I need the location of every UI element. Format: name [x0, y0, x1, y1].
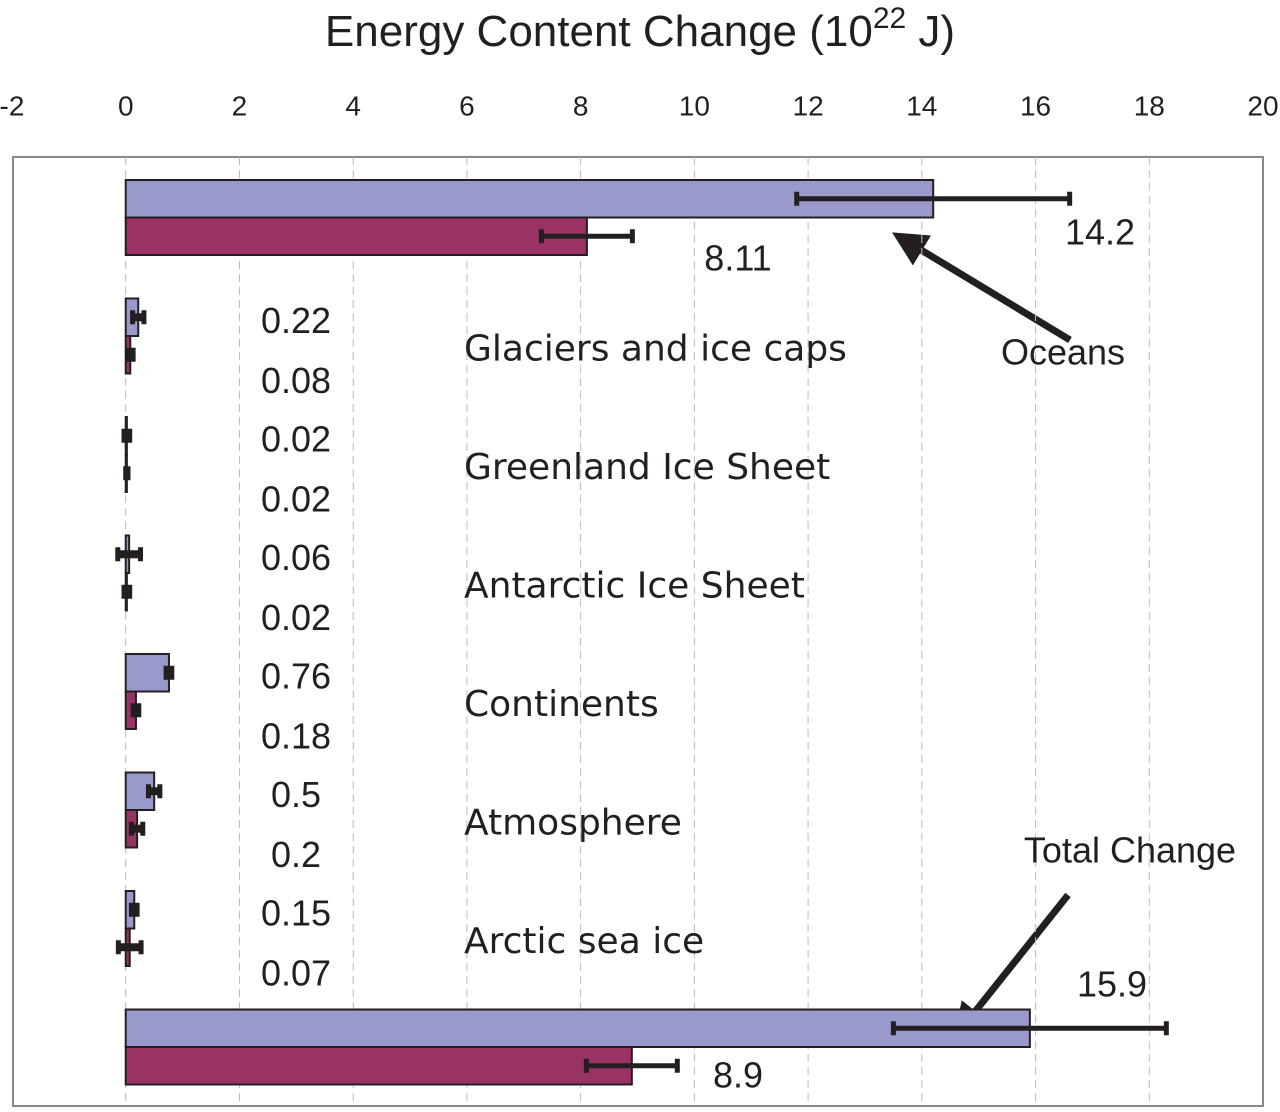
error-bar: [121, 428, 133, 443]
category-label: Oceans: [1001, 332, 1125, 373]
category-label: Atmosphere: [464, 803, 682, 844]
x-tick-label: 10: [679, 90, 710, 121]
value-label: 8.9: [713, 1055, 763, 1096]
error-bar: [128, 902, 140, 917]
value-label: 0.2: [271, 834, 321, 875]
error-bar: [121, 584, 133, 599]
x-tick-label: 2: [232, 90, 248, 121]
category-label: Greenland Ice Sheet: [464, 447, 830, 488]
x-tick-label: 18: [1134, 90, 1165, 121]
x-tick-label: 6: [459, 90, 475, 121]
bar: [124, 216, 588, 256]
error-bar: [163, 665, 175, 680]
annotation-arrow: [892, 232, 1072, 343]
x-tick-label: 4: [345, 90, 361, 121]
value-label: 0.07: [261, 953, 331, 994]
x-tick-label: 16: [1020, 90, 1051, 121]
x-tick-label: -2: [0, 90, 24, 121]
error-bar: [145, 784, 163, 799]
plot-frame: [12, 156, 1264, 1107]
bar: [124, 1008, 1031, 1048]
error-bar: [794, 191, 1073, 206]
value-label: 0.02: [261, 597, 331, 638]
value-label: 0.06: [261, 537, 331, 578]
error-bar: [115, 547, 144, 562]
chart-title: Energy Content Change (1022 J): [325, 2, 955, 56]
category-label: Glaciers and ice caps: [464, 329, 847, 370]
value-label: 0.08: [261, 360, 331, 401]
category-label: Continents: [464, 684, 659, 725]
x-tick-label: 12: [793, 90, 824, 121]
error-bar: [130, 310, 147, 325]
title-end: J): [906, 7, 955, 56]
title-superscript: 22: [873, 2, 906, 35]
x-tick-label: 14: [906, 90, 937, 121]
bar: [124, 653, 170, 693]
value-label: 0.76: [261, 656, 331, 697]
value-label: 14.2: [1065, 212, 1135, 253]
x-tick-label: 20: [1247, 90, 1278, 121]
value-label: 0.5: [271, 774, 321, 815]
error-bar: [123, 466, 131, 481]
value-label: 0.18: [261, 716, 331, 757]
value-label: 0.15: [261, 893, 331, 934]
x-tick-label: 0: [118, 90, 134, 121]
error-bar: [128, 821, 146, 836]
error-bar: [115, 940, 144, 955]
error-bar: [890, 1021, 1169, 1036]
error-bar: [583, 1058, 680, 1073]
category-label: Total Change: [1024, 830, 1236, 871]
value-label: 15.9: [1077, 964, 1147, 1005]
category-label: Antarctic Ice Sheet: [464, 566, 805, 607]
error-bar: [124, 347, 136, 362]
value-label: 8.11: [704, 238, 771, 279]
value-label: 0.02: [261, 419, 331, 460]
bar: [124, 1046, 633, 1086]
error-bar: [130, 703, 142, 718]
value-label: 0.22: [261, 300, 331, 341]
category-label: Arctic sea ice: [464, 921, 704, 962]
error-bar: [538, 229, 635, 244]
value-label: 0.02: [261, 479, 331, 520]
x-tick-label: 8: [573, 90, 589, 121]
title-main: Energy Content Change (10: [325, 7, 873, 56]
